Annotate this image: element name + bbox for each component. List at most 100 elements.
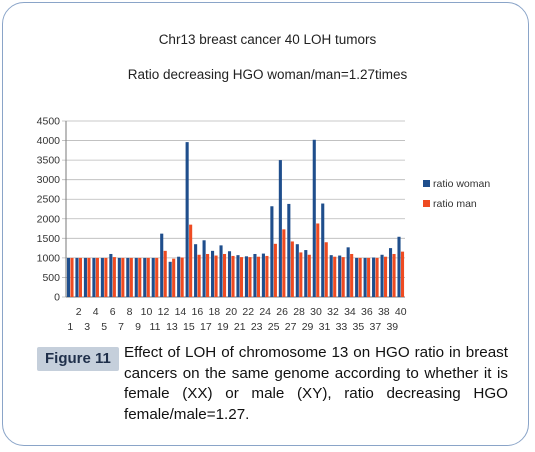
x-tick-label: 39 [386,321,398,333]
bar-ratio-man [222,253,227,297]
bar-ratio-man [155,257,159,297]
bar-ratio-man [367,257,371,297]
bar-ratio-man [197,254,201,297]
bar-ratio-man [172,258,176,297]
x-tick-label: 13 [166,321,178,333]
figure-frame [2,2,529,446]
y-tick-label: 500 [42,272,60,284]
y-tick-label: 4000 [37,135,61,147]
x-tick-label: 38 [378,306,390,318]
bar-ratio-woman [202,240,206,297]
bar-ratio-woman [211,250,215,297]
y-tick-label: 2000 [37,213,61,225]
legend-label: ratio woman [433,178,490,190]
x-tick-label: 19 [217,321,229,333]
x-tick-label: 3 [84,321,90,333]
bar-ratio-woman [346,247,350,297]
x-tick-label: 31 [319,321,331,333]
y-tick-label: 3000 [37,174,61,186]
bar-ratio-man [121,257,125,297]
bar-ratio-woman [338,255,342,297]
bar-ratio-man [350,253,354,297]
bar-ratio-man [307,254,311,297]
bar-ratio-man [129,257,133,297]
bar-ratio-man [341,257,345,297]
x-tick-label: 22 [242,306,254,318]
bar-ratio-man [78,257,83,297]
x-tick-label: 28 [293,306,305,318]
x-tick-label: 12 [158,306,170,318]
bar-ratio-man [112,257,116,297]
bar-ratio-man [163,250,167,297]
bar-ratio-man [146,257,150,297]
x-tick-label: 14 [175,306,187,318]
bar-ratio-woman [92,257,96,297]
bar-ratio-man [384,256,388,297]
bar-ratio-woman [66,257,71,297]
bar-ratio-woman [83,257,87,297]
y-tick-label: 1000 [37,252,61,264]
x-tick-label: 29 [302,321,314,333]
y-tick-label: 3500 [37,155,61,167]
x-tick-label: 33 [336,321,348,333]
bar-ratio-woman [100,257,104,297]
bar-ratio-woman [160,233,164,297]
x-tick-label: 36 [361,306,373,318]
bar-ratio-woman [304,250,308,297]
x-tick-label: 9 [135,321,141,333]
bar-ratio-woman [270,206,274,297]
x-tick-label: 4 [93,306,99,318]
bar-ratio-woman [312,139,316,297]
x-tick-label: 2 [76,306,82,318]
bar-ratio-woman [363,257,367,297]
x-tick-label: 7 [118,321,124,333]
bar-ratio-man [189,224,193,297]
bar-ratio-woman [109,253,113,297]
x-tick-label: 16 [192,306,204,318]
bar-ratio-woman [287,203,291,297]
bar-ratio-woman [143,257,147,297]
y-tick-label: 0 [54,292,60,304]
x-tick-label: 15 [183,321,195,333]
x-tick-label: 10 [141,306,153,318]
bar-ratio-man [256,256,260,297]
bar-ratio-woman [236,255,240,297]
x-tick-label: 40 [395,306,407,318]
bar-ratio-man [206,253,210,297]
bar-ratio-man [138,257,142,297]
bar-ratio-woman [397,236,401,297]
bar-ratio-woman [261,253,265,297]
x-tick-label: 20 [225,306,237,318]
x-tick-label: 1 [67,321,73,333]
x-tick-label: 25 [268,321,280,333]
bar-ratio-man [324,242,328,297]
bar-ratio-man [239,257,244,297]
legend-swatch [423,180,430,187]
x-tick-label: 21 [234,321,246,333]
bar-ratio-woman [372,257,376,297]
bar-ratio-woman [126,257,130,297]
bar-ratio-man [265,255,269,297]
bar-ratio-man [400,251,405,297]
bar-ratio-woman [295,244,299,297]
bar-ratio-woman [329,255,333,297]
x-tick-label: 11 [150,321,161,333]
bar-ratio-woman [177,256,181,297]
bar-ratio-man [358,257,362,297]
bar-ratio-woman [151,257,155,297]
bar-ratio-man [104,257,108,297]
x-tick-label: 24 [259,306,271,318]
bar-ratio-woman [253,253,257,297]
chart-subtitle: Ratio decreasing HGO woman/man=1.27times [127,67,408,82]
bar-ratio-woman [168,261,172,297]
bar-ratio-woman [388,248,393,297]
x-tick-label: 23 [251,321,263,333]
figure-label: Figure 11 [37,347,119,371]
bar-ratio-man [180,257,184,297]
bar-ratio-woman [321,203,325,297]
bar-ratio-man [333,256,337,297]
x-tick-label: 37 [369,321,381,333]
bar-ratio-woman [75,257,79,297]
bar-ratio-man [231,255,235,297]
